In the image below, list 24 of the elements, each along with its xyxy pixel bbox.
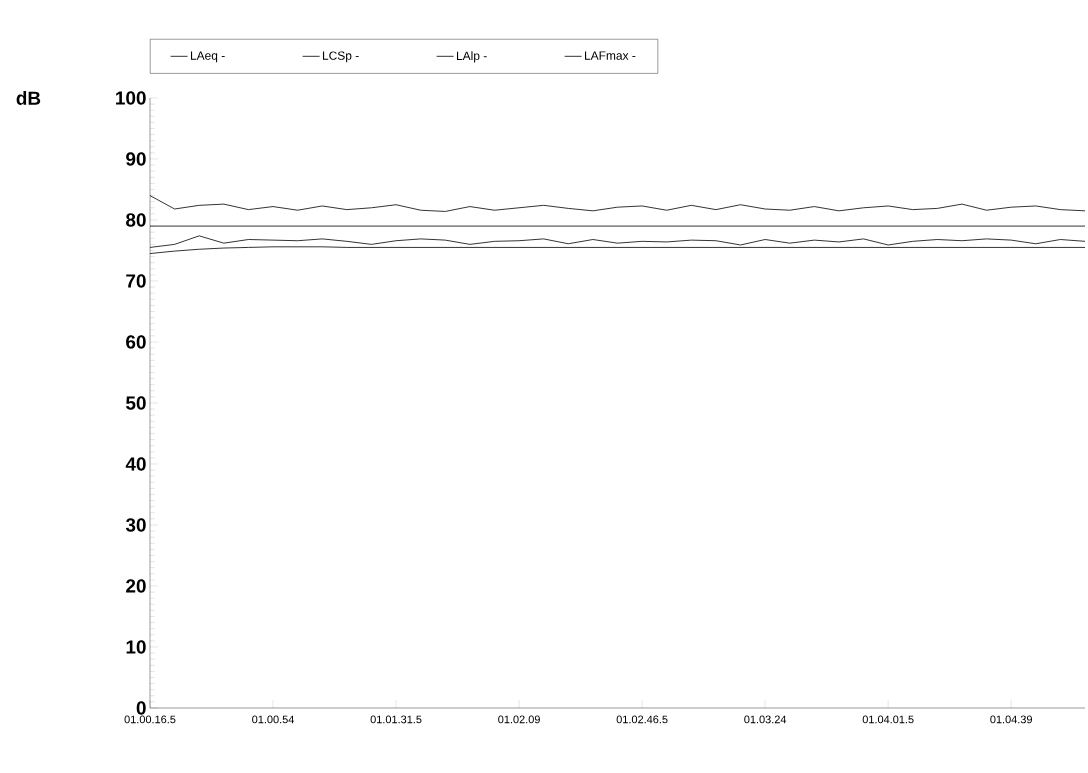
y-tick-label: 40 (125, 457, 146, 471)
legend-label: LCSp - (323, 51, 359, 63)
x-tick-label: 01.04.01.5 (862, 715, 914, 724)
y-tick-label: 50 (126, 396, 146, 410)
y-tick-label: 90 (126, 152, 146, 166)
x-tick-label: 01.02.46.5 (616, 715, 668, 724)
legend-label: LAeq - (190, 51, 225, 63)
y-tick-label: 70 (126, 274, 146, 288)
x-tick-label: 01.04.39 (990, 715, 1032, 724)
x-tick-label: 01.01.31.5 (370, 715, 422, 724)
y-axis-title: dB (16, 91, 41, 105)
y-tick-label: 100 (116, 91, 146, 105)
legend-label: LAlp - (457, 51, 487, 63)
y-tick-label: 0 (136, 701, 146, 715)
x-tick-label: 01.03.24 (744, 715, 787, 724)
x-tick-label: 01.00.54 (252, 715, 295, 724)
x-tick-label: 01.02.09 (498, 715, 540, 724)
y-tick-label: 10 (126, 640, 146, 654)
y-tick-label: 60 (126, 335, 146, 349)
y-tick-label: 20 (126, 579, 146, 593)
x-tick-label: 01.00.16.5 (124, 715, 176, 724)
y-tick-label: 80 (126, 213, 146, 227)
legend-label: LAFmax - (585, 51, 636, 60)
y-tick-label: 30 (125, 518, 146, 532)
